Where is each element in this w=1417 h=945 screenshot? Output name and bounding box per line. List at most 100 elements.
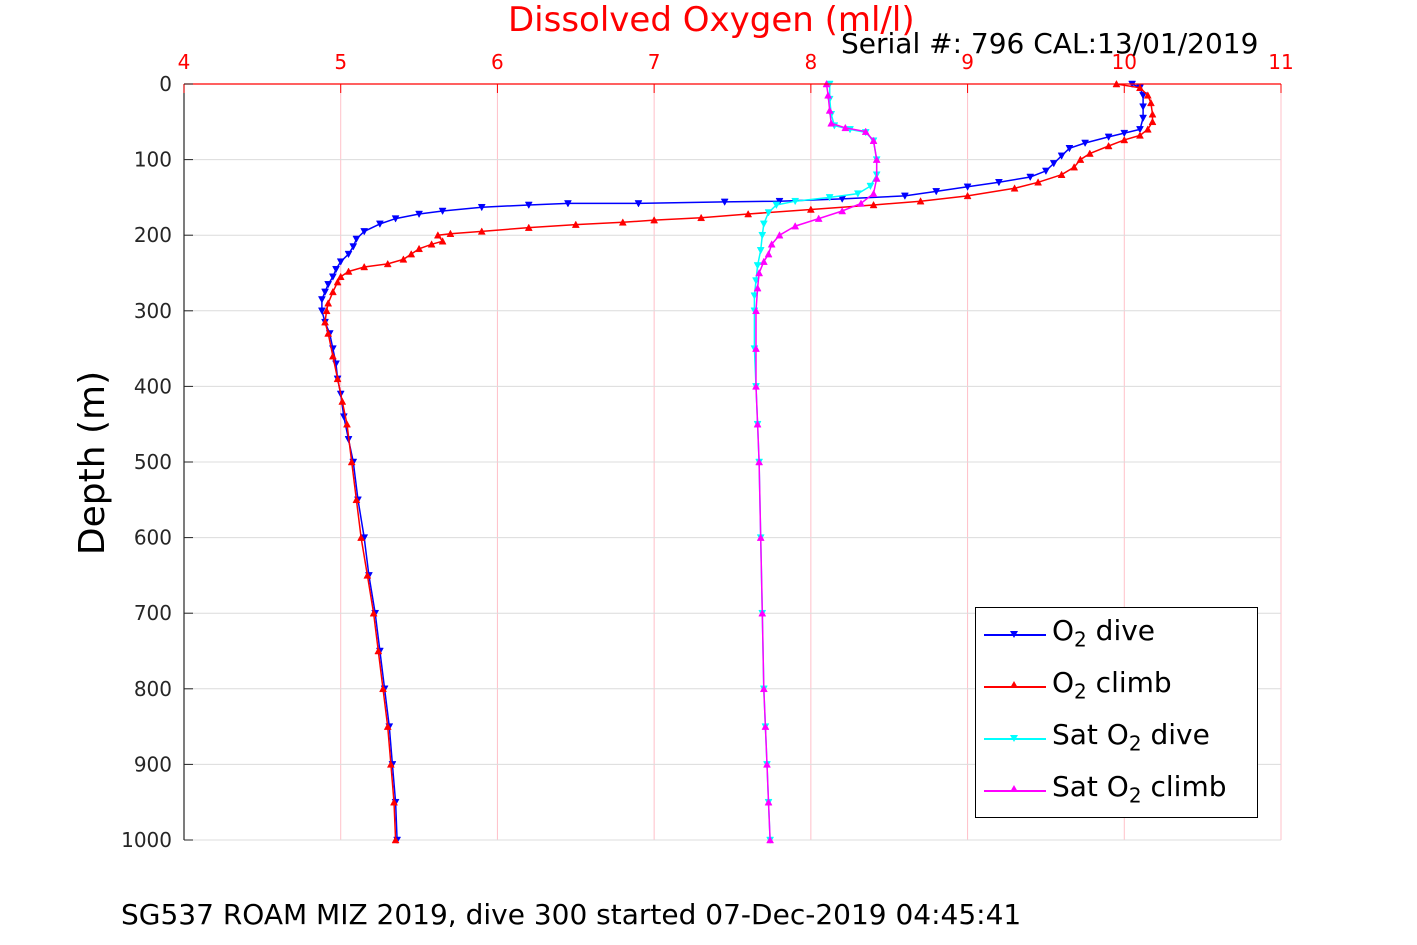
data-point (1057, 170, 1066, 178)
data-point (360, 228, 369, 236)
data-point (407, 250, 416, 258)
data-point (869, 189, 878, 197)
data-point (758, 609, 767, 617)
data-point (766, 835, 775, 844)
legend-label-main: O (1052, 666, 1075, 699)
data-point (383, 722, 392, 730)
data-point (1076, 155, 1085, 163)
data-point (758, 231, 767, 240)
data-point (363, 571, 372, 579)
data-point (824, 91, 833, 99)
data-point (571, 220, 580, 228)
data-point (524, 223, 533, 231)
x-tick-label: 7 (648, 50, 661, 74)
legend-marker-o2-dive (1010, 631, 1018, 638)
data-point (446, 229, 455, 237)
data-point (697, 213, 706, 222)
data-point (825, 106, 834, 114)
data-point (391, 835, 400, 844)
y-tick-label: 1000 (121, 828, 172, 852)
data-point (720, 198, 729, 206)
data-point (360, 262, 369, 271)
data-point (752, 382, 760, 390)
data-point (1034, 178, 1043, 186)
data-point (825, 194, 834, 202)
data-point (333, 374, 342, 383)
data-point (775, 231, 784, 239)
data-point (477, 227, 486, 235)
data-point (324, 281, 333, 289)
data-point (791, 197, 800, 206)
data-point (1120, 129, 1129, 138)
data-point (841, 123, 850, 132)
data-point (1026, 173, 1035, 182)
data-point (433, 231, 442, 239)
data-point (1143, 125, 1152, 133)
legend-label-subscript: 2 (1074, 627, 1087, 652)
data-point (814, 214, 823, 222)
y-tick-label: 100 (134, 148, 172, 172)
y-tick-label: 200 (134, 223, 172, 247)
legend-label-o2-dive: O2 dive (1052, 614, 1155, 652)
data-point (321, 318, 329, 326)
series-1 (321, 79, 1157, 844)
legend-marker-o2-climb (1010, 681, 1018, 688)
y-tick-label: 300 (134, 299, 172, 323)
legend-label-rest: dive (1086, 614, 1156, 647)
data-point (1104, 133, 1113, 141)
legend-label-subscript: 2 (1128, 783, 1142, 808)
data-point (806, 205, 815, 213)
data-point (753, 262, 762, 270)
legend-marker-sat-o2-dive (1010, 735, 1018, 742)
data-point (390, 798, 398, 806)
serial-calibration-label: Serial #: 796 CAL:13/01/2019 (841, 27, 1259, 60)
data-point (344, 250, 353, 259)
data-point (427, 240, 436, 248)
x-tick-label: 4 (178, 50, 191, 74)
data-point (750, 292, 759, 300)
legend-label-subscript: 2 (1074, 679, 1087, 704)
data-point (1049, 160, 1058, 168)
data-point (752, 306, 760, 315)
y-tick-label: 700 (134, 601, 172, 625)
data-point (1143, 91, 1152, 99)
data-point (343, 420, 351, 428)
x-tick-label: 6 (491, 50, 504, 74)
data-point (415, 244, 423, 253)
data-point (438, 207, 447, 216)
data-point (756, 533, 765, 541)
data-point (344, 267, 353, 275)
legend-item-o2-climb: O2 climb (976, 662, 1257, 712)
data-point (1057, 152, 1066, 160)
legend-label-sat-o2-climb: Sat O2 climb (1052, 770, 1227, 808)
data-point (994, 179, 1003, 187)
data-point (764, 209, 773, 217)
legend-label-main: Sat O (1052, 770, 1129, 803)
grid (183, 83, 1282, 841)
data-point (759, 257, 768, 265)
legend-item-o2-dive: O2 dive (976, 610, 1257, 660)
data-point (1139, 92, 1148, 100)
data-point (349, 243, 358, 251)
data-point (857, 199, 865, 207)
y-tick-label: 900 (134, 752, 172, 776)
y-tick-label: 500 (134, 450, 172, 474)
data-point (861, 127, 870, 135)
data-point (1065, 145, 1074, 153)
data-point (477, 203, 486, 212)
chart-title: Dissolved Oxygen (ml/l) (508, 0, 915, 40)
legend-label-o2-climb: O2 climb (1052, 666, 1172, 704)
data-point (872, 174, 881, 182)
data-point (866, 182, 875, 191)
data-point (853, 190, 862, 198)
y-axis-label: Depth (m) (72, 371, 113, 555)
data-point (767, 240, 776, 248)
data-point (1070, 163, 1079, 171)
data-point (564, 200, 572, 208)
legend-label-rest: climb (1086, 666, 1172, 699)
data-point (1042, 167, 1050, 175)
data-point (1136, 131, 1144, 139)
data-point (375, 220, 384, 228)
data-point (838, 206, 847, 215)
